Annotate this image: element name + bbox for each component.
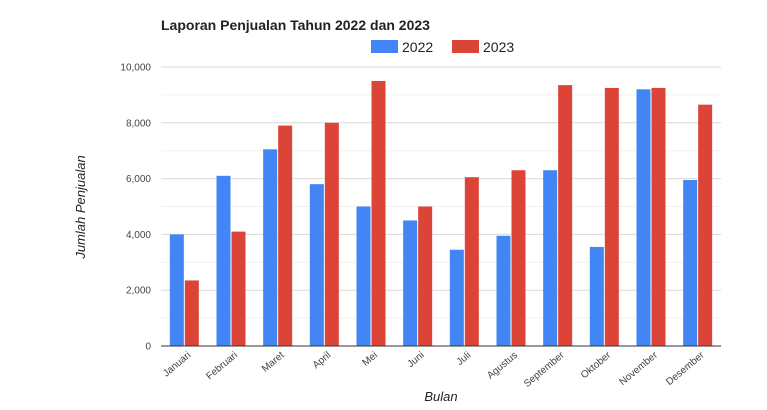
legend-swatch-2023	[452, 40, 479, 53]
x-axis-label: Bulan	[424, 389, 457, 404]
y-tick-label: 4,000	[126, 230, 151, 241]
bar-2023-oktober	[604, 87, 619, 347]
x-tick-label: Maret	[260, 350, 287, 375]
bar-2023-agustus	[511, 170, 526, 346]
legend-label-2023: 2023	[483, 39, 514, 55]
x-tick-label: Januari	[161, 350, 193, 380]
bars	[169, 80, 713, 347]
legend: 2022 2023	[371, 39, 514, 55]
x-tick-label: April	[311, 350, 333, 371]
y-axis-label: Jumlah Penjualan	[73, 155, 88, 259]
y-tick-label: 8,000	[126, 118, 151, 129]
bar-2022-oktober	[589, 246, 604, 346]
x-tick-label: September	[522, 349, 567, 389]
bar-2022-desember	[683, 179, 698, 346]
x-tick-label: Mei	[361, 350, 380, 369]
bar-2022-juni	[403, 220, 418, 346]
bar-2022-november	[636, 89, 651, 346]
bar-2023-april	[324, 122, 339, 346]
y-tick-label: 2,000	[126, 286, 151, 297]
bar-2023-maret	[278, 125, 293, 346]
y-tick-label: 0	[145, 342, 151, 353]
bar-2022-januari	[169, 234, 184, 346]
x-tick-labels: Januari Februari Maret April Mei Juni Juli Agus…	[161, 349, 707, 389]
x-tick-label: Agustus	[485, 350, 520, 382]
x-tick-label: Juni	[405, 350, 426, 370]
bar-2023-mei	[371, 80, 386, 346]
legend-label-2022: 2022	[402, 39, 433, 55]
legend-swatch-2022	[371, 40, 398, 53]
bar-2023-januari	[184, 280, 199, 346]
bar-2022-mei	[356, 206, 371, 346]
bar-2022-september	[543, 170, 558, 346]
x-tick-label: Juli	[455, 350, 474, 368]
x-tick-label: Desember	[664, 349, 707, 388]
chart-title: Laporan Penjualan Tahun 2022 dan 2023	[161, 17, 430, 33]
bar-2023-september	[558, 85, 573, 346]
x-tick-label: Februari	[204, 350, 240, 382]
y-tick-label: 6,000	[126, 174, 151, 185]
bar-2022-maret	[263, 149, 278, 346]
bar-2022-februari	[216, 175, 231, 346]
bar-2022-agustus	[496, 235, 511, 346]
bar-2023-juli	[464, 177, 479, 346]
x-tick-label: November	[618, 349, 661, 388]
bar-2023-desember	[698, 104, 713, 346]
gridlines	[161, 66, 721, 319]
bar-2022-april	[309, 184, 324, 346]
y-tick-label: 10,000	[120, 63, 151, 74]
x-tick-label: Oktober	[579, 349, 614, 381]
bar-2023-november	[651, 87, 666, 347]
y-tick-labels: 0 2,000 4,000 6,000 8,000 10,000	[120, 63, 151, 353]
bar-2023-juni	[418, 206, 433, 346]
bar-2023-februari	[231, 231, 246, 346]
bar-2022-juli	[449, 249, 464, 346]
